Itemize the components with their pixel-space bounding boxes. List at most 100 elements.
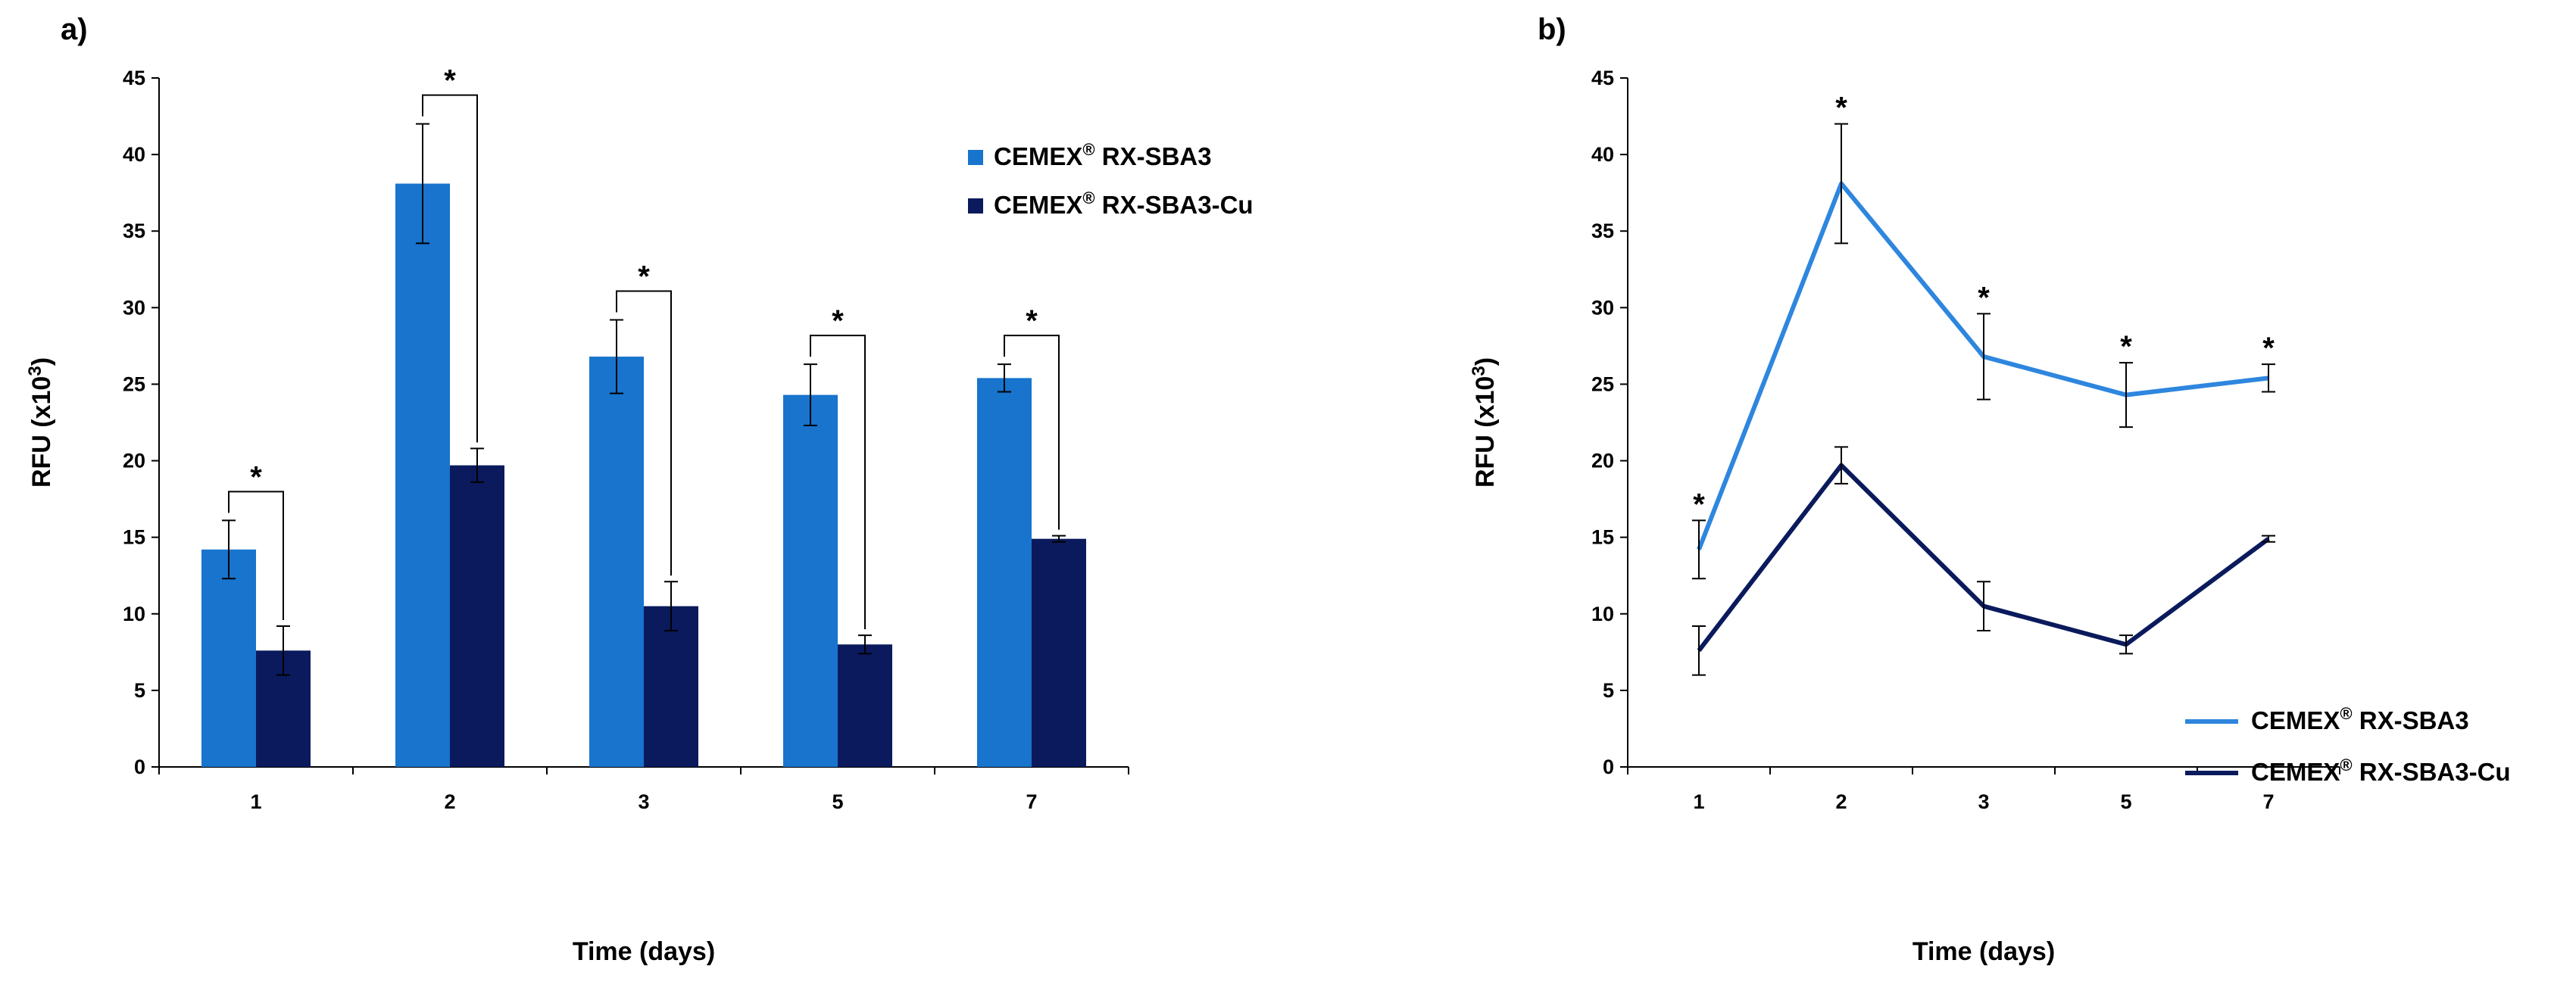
y-tick-label: 15	[123, 526, 145, 549]
significance-star: *	[1835, 92, 1847, 125]
legend-item: CEMEX® RX-SBA3-Cu	[968, 189, 1254, 219]
legend-item: CEMEX® RX-SBA3	[2185, 704, 2469, 734]
significance-bracket	[810, 335, 866, 630]
legend-label-main: CEMEX	[2251, 706, 2340, 734]
legend-item: CEMEX® RX-SBA3-Cu	[2185, 756, 2511, 786]
y-tick-label: 40	[1591, 143, 1614, 166]
x-tick-label: 7	[1026, 790, 1037, 813]
significance-bracket	[616, 290, 672, 576]
x-tick-label: 5	[832, 790, 843, 813]
x-tick-label: 1	[250, 790, 261, 813]
significance-star: *	[832, 304, 844, 338]
significance-bracket	[1004, 335, 1060, 530]
y-tick-label: 5	[134, 679, 145, 702]
legend-label: CEMEX® RX-SBA3	[2251, 704, 2469, 734]
x-tick-label: 1	[1693, 790, 1704, 813]
significance-star: *	[444, 64, 456, 98]
y-tick-label: 15	[1591, 526, 1614, 549]
panel-label-a: a)	[61, 13, 88, 46]
y-tick-label: 5	[1603, 679, 1614, 702]
error-bar	[664, 581, 678, 632]
y-tick-label: 45	[1591, 67, 1614, 89]
error-bar	[416, 123, 429, 245]
y-tick-label: 0	[134, 756, 145, 778]
error-bar	[470, 447, 484, 483]
legend-item: CEMEX® RX-SBA3	[968, 140, 1212, 170]
significance-bracket	[422, 94, 478, 443]
legend-swatch	[968, 198, 983, 213]
error-bar	[222, 519, 236, 580]
y-tick-label: 25	[1591, 372, 1614, 395]
error-bar	[1834, 123, 1848, 245]
bar-series-1	[783, 394, 838, 767]
registered-mark: ®	[2340, 704, 2352, 723]
y-tick-label: 35	[1591, 220, 1614, 242]
legend-label-rest: RX-SBA3-Cu	[1095, 191, 1254, 219]
y-axis-title-exponent: 3	[1469, 366, 1489, 376]
error-bar	[2262, 363, 2275, 393]
x-axis-title: Time (days)	[1912, 937, 2055, 966]
error-bar	[1977, 581, 1991, 632]
y-axis-title: RFU (x103)	[1469, 357, 1500, 488]
error-bar	[1977, 313, 1991, 400]
error-bar	[610, 319, 623, 394]
y-tick-label: 45	[123, 67, 145, 89]
bar-series-1	[589, 357, 644, 767]
y-axis-title-main: RFU (x10	[27, 376, 56, 488]
error-bar	[2119, 634, 2133, 655]
error-bar	[1052, 535, 1066, 543]
error-bar	[2262, 535, 2275, 543]
y-axis-title-close: )	[1471, 357, 1500, 366]
legend-swatch	[968, 150, 983, 165]
legend-label-main: CEMEX	[2251, 758, 2340, 786]
bar-series-2	[838, 644, 892, 767]
legend-label-main: CEMEX	[994, 191, 1082, 219]
bar-series-1	[977, 378, 1032, 767]
x-tick-label: 3	[638, 790, 649, 813]
y-axis-title-exponent: 3	[25, 366, 45, 376]
legend-label-rest: RX-SBA3	[2353, 706, 2469, 734]
registered-mark: ®	[1082, 140, 1094, 159]
bar-series-2	[1032, 538, 1086, 767]
significance-bracket	[228, 491, 284, 620]
registered-mark: ®	[1082, 189, 1094, 207]
error-bar	[804, 363, 817, 427]
y-axis-title-main: RFU (x10	[1471, 376, 1500, 488]
x-axis-title: Time (days)	[573, 937, 715, 966]
legend-label: CEMEX® RX-SBA3-Cu	[2251, 756, 2511, 786]
y-tick-label: 20	[1591, 450, 1614, 472]
bar-series-1	[395, 183, 450, 768]
error-bar	[1692, 519, 1706, 580]
error-bar	[1692, 625, 1706, 676]
significance-star: *	[250, 460, 262, 494]
significance-star: *	[2120, 330, 2132, 363]
x-tick-label: 3	[1978, 790, 1989, 813]
legend-label-rest: RX-SBA3-Cu	[2353, 758, 2511, 786]
y-tick-label: 40	[123, 143, 145, 166]
y-tick-label: 10	[123, 603, 145, 625]
y-tick-label: 0	[1603, 756, 1614, 778]
y-tick-label: 30	[123, 296, 145, 319]
panel-label-b: b)	[1538, 13, 1566, 46]
error-bar	[276, 625, 290, 676]
error-bar	[1834, 446, 1848, 485]
significance-star: *	[1693, 488, 1705, 521]
y-tick-label: 25	[123, 372, 145, 395]
y-tick-label: 35	[123, 220, 145, 242]
bar-series-2	[644, 606, 698, 767]
x-tick-label: 2	[444, 790, 455, 813]
legend-label: CEMEX® RX-SBA3	[994, 140, 1212, 170]
legend-label-main: CEMEX	[994, 142, 1082, 170]
x-tick-label: 7	[2262, 790, 2274, 813]
significance-star: *	[1026, 304, 1038, 338]
x-tick-label: 5	[2120, 790, 2131, 813]
y-tick-label: 10	[1591, 603, 1614, 625]
x-tick-label: 2	[1835, 790, 1847, 813]
y-axis-title: RFU (x103)	[25, 357, 56, 488]
bar-series-1	[201, 549, 256, 767]
